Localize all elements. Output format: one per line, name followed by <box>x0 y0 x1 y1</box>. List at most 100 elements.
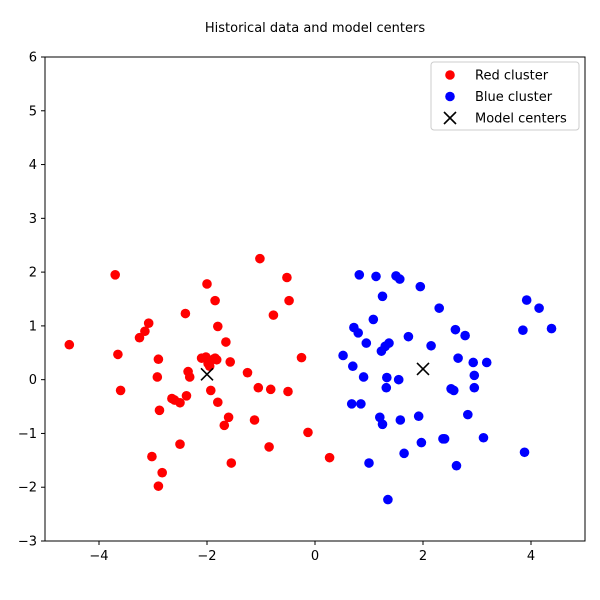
red-cluster-point <box>115 385 126 396</box>
blue-cluster-point <box>358 372 369 382</box>
x-tick-label: 0 <box>311 549 319 564</box>
blue-cluster-point <box>384 338 394 348</box>
y-tick-label: 3 <box>29 212 37 227</box>
red-cluster-point <box>152 372 163 382</box>
blue-cluster-point <box>478 432 489 443</box>
legend-label: Blue cluster <box>475 90 553 105</box>
blue-cluster-point <box>377 291 388 302</box>
blue-cluster-point <box>348 361 358 372</box>
y-tick-label: 1 <box>29 319 37 334</box>
series-red-cluster <box>64 253 335 491</box>
red-cluster-point <box>140 326 150 337</box>
red-cluster-point <box>213 321 223 332</box>
red-cluster-point <box>180 308 191 319</box>
x-tick-label: −2 <box>197 549 216 564</box>
y-tick-label: −1 <box>18 427 37 442</box>
red-cluster-point <box>153 354 164 365</box>
red-cluster-point <box>205 385 216 396</box>
red-cluster-point <box>143 318 154 329</box>
legend-box <box>430 61 580 131</box>
red-cluster-point <box>213 397 223 408</box>
blue-cluster-point <box>451 460 462 471</box>
blue-cluster-point <box>439 434 450 444</box>
red-cluster-point <box>303 427 313 438</box>
red-cluster-point <box>184 372 195 382</box>
red-cluster-point <box>154 405 165 416</box>
y-tick-label: 4 <box>29 158 37 173</box>
blue-cluster-point <box>434 303 445 313</box>
blue-cluster-point <box>546 323 557 334</box>
blue-cluster-point <box>356 399 366 409</box>
y-tick-label: 6 <box>29 51 37 66</box>
axes: −4 −2 0 2 4 −3 −2 −1 0 1 2 3 4 5 6 <box>18 51 586 564</box>
red-cluster-point <box>265 384 276 395</box>
blue-cluster-point <box>381 382 392 393</box>
blue-cluster-point <box>450 324 461 335</box>
blue-cluster-point <box>338 350 348 361</box>
red-cluster-point <box>268 310 279 320</box>
blue-cluster-point <box>426 340 436 351</box>
blue-cluster-point <box>534 303 544 313</box>
data-points <box>64 253 557 505</box>
blue-cluster-point <box>368 314 379 325</box>
blue-cluster-point <box>415 281 426 292</box>
red-cluster-point <box>264 442 274 452</box>
blue-cluster-point <box>518 325 528 335</box>
blue-cluster-point <box>383 494 393 505</box>
legend-marker-model-centers <box>443 111 457 125</box>
blue-cluster-point <box>519 447 530 458</box>
red-cluster-point <box>242 367 253 378</box>
series-blue-cluster <box>338 270 557 505</box>
model-center-point <box>416 362 430 376</box>
red-cluster-point <box>296 352 307 363</box>
blue-cluster-point <box>469 370 480 381</box>
blue-cluster-point <box>468 357 479 368</box>
red-cluster-point <box>221 337 231 347</box>
y-tick-label: 5 <box>29 104 37 119</box>
blue-cluster-point <box>371 271 381 282</box>
center-marker-stroke <box>416 362 430 376</box>
red-cluster-point <box>253 382 264 393</box>
chart-title: Historical data and model centers <box>205 21 425 36</box>
red-cluster-point <box>249 415 260 425</box>
center-marker-stroke <box>443 111 457 125</box>
red-cluster-point <box>211 354 222 365</box>
blue-cluster-point <box>463 409 473 420</box>
blue-cluster-point <box>395 415 406 425</box>
red-cluster-point <box>282 272 292 283</box>
blue-cluster-point <box>481 357 492 368</box>
red-cluster-point <box>175 439 185 450</box>
red-cluster-point <box>255 253 265 264</box>
blue-cluster-point <box>416 437 427 448</box>
blue-cluster-point <box>413 411 424 422</box>
blue-cluster-point <box>448 385 459 396</box>
blue-cluster-point <box>364 458 374 468</box>
red-cluster-point <box>225 357 236 367</box>
blue-cluster-point <box>453 353 463 363</box>
red-cluster-point <box>284 295 294 306</box>
blue-cluster-point <box>354 270 365 280</box>
blue-cluster-point <box>377 419 388 430</box>
y-tick-label: −2 <box>18 481 37 496</box>
blue-cluster-point <box>469 382 480 393</box>
legend-marker-blue-cluster <box>445 91 455 102</box>
red-cluster-point <box>223 412 234 423</box>
blue-cluster-point <box>394 274 405 284</box>
series-model-centers <box>200 362 430 381</box>
y-tick-label: −3 <box>18 535 37 550</box>
legend-marker-red-cluster <box>445 70 455 80</box>
blue-cluster-point <box>382 372 392 383</box>
blue-cluster-point <box>393 374 404 385</box>
center-marker-stroke <box>200 367 214 381</box>
blue-cluster-point <box>361 338 372 348</box>
red-cluster-point <box>64 339 75 350</box>
blue-cluster-point <box>346 399 357 409</box>
red-cluster-point <box>147 451 157 462</box>
legend-label: Model centers <box>475 112 567 127</box>
y-tick-label: 2 <box>29 266 37 281</box>
x-tick-label: −4 <box>89 549 108 564</box>
red-cluster-point <box>157 467 167 478</box>
red-cluster-point <box>324 452 335 463</box>
model-center-point <box>200 367 214 381</box>
